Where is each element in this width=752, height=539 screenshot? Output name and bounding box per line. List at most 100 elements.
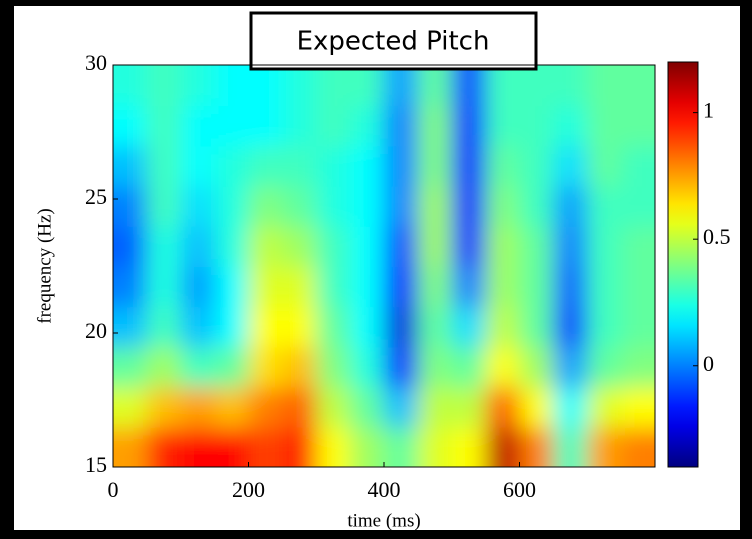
y-tick-label: 15	[85, 452, 107, 477]
heat-cell	[350, 266, 385, 308]
heat-cell	[113, 266, 148, 308]
heat-cell	[519, 225, 555, 267]
heat-cell	[146, 65, 182, 107]
heat-cell	[553, 145, 589, 187]
heat-cell	[485, 185, 521, 227]
heat-cell	[113, 426, 148, 467]
heat-cell	[451, 185, 487, 227]
heat-cell	[451, 65, 487, 107]
heat-cell	[384, 105, 419, 147]
heat-cell	[214, 266, 250, 308]
heat-cell	[214, 426, 250, 467]
heat-cell	[485, 105, 521, 147]
heat-cell	[587, 145, 623, 187]
heat-cell	[451, 225, 487, 267]
heat-cell	[519, 145, 555, 187]
heat-cell	[451, 386, 487, 428]
heat-cell	[417, 185, 453, 227]
heat-cell	[350, 426, 385, 467]
heat-cell	[553, 185, 589, 227]
heat-cell	[316, 346, 352, 388]
heat-cell	[180, 266, 216, 308]
heatmap	[113, 65, 655, 467]
heat-cell	[384, 346, 419, 388]
heat-cell	[587, 426, 623, 467]
y-tick-label: 30	[85, 50, 107, 75]
heat-cell	[553, 386, 589, 428]
heat-cell	[587, 65, 623, 107]
heat-cell	[587, 266, 623, 308]
heat-cell	[519, 426, 555, 467]
heat-cell	[248, 65, 284, 107]
heat-cell	[180, 346, 216, 388]
x-tick-label: 400	[368, 477, 401, 502]
x-tick-label: 0	[108, 477, 119, 502]
heat-cell	[587, 386, 623, 428]
heat-cell	[384, 145, 419, 187]
heat-cell	[282, 225, 318, 267]
heat-cell	[282, 306, 318, 348]
heat-cell	[485, 306, 521, 348]
heat-cell	[282, 185, 318, 227]
heat-cell	[384, 266, 419, 308]
heat-cell	[248, 306, 284, 348]
heat-cell	[248, 386, 284, 428]
heat-cell	[384, 426, 419, 467]
heat-cell	[519, 266, 555, 308]
heat-cell	[417, 346, 453, 388]
heat-cell	[384, 185, 419, 227]
heat-cell	[384, 65, 419, 107]
heat-cell	[587, 225, 623, 267]
heat-cell	[621, 145, 655, 187]
heat-cell	[316, 105, 352, 147]
heat-cell	[553, 65, 589, 107]
heat-cell	[485, 145, 521, 187]
plot-area	[113, 65, 655, 467]
heat-cell	[214, 306, 250, 348]
heat-cell	[282, 105, 318, 147]
heat-cell	[485, 266, 521, 308]
heat-cell	[350, 386, 385, 428]
heat-cell	[180, 225, 216, 267]
heat-cell	[180, 306, 216, 348]
heat-cell	[316, 306, 352, 348]
heat-cell	[214, 346, 250, 388]
colorbar	[667, 61, 699, 468]
heat-cell	[350, 306, 385, 348]
heat-cell	[519, 386, 555, 428]
heat-cell	[180, 386, 216, 428]
heat-cell	[248, 266, 284, 308]
chart-title: Expected Pitch	[297, 27, 490, 57]
heat-cell	[146, 426, 182, 467]
colorbar-tick-label: 1	[703, 98, 714, 123]
heat-cell	[248, 346, 284, 388]
heat-cell	[214, 145, 250, 187]
heat-cell	[316, 386, 352, 428]
heat-cell	[519, 185, 555, 227]
heat-cell	[282, 426, 318, 467]
heat-cell	[282, 145, 318, 187]
heat-cell	[248, 105, 284, 147]
heat-cell	[451, 306, 487, 348]
heat-cell	[180, 185, 216, 227]
heat-cell	[180, 426, 216, 467]
heat-cell	[248, 225, 284, 267]
heat-cell	[146, 145, 182, 187]
heat-cell	[417, 145, 453, 187]
heat-cell	[180, 65, 216, 107]
heat-cell	[485, 65, 521, 107]
heat-cell	[316, 65, 352, 107]
heat-cell	[485, 426, 521, 467]
heat-cell	[451, 266, 487, 308]
heat-cell	[113, 386, 148, 428]
heat-cell	[451, 426, 487, 467]
heat-cell	[350, 185, 385, 227]
heat-cell	[417, 225, 453, 267]
heat-cell	[214, 185, 250, 227]
heat-cell	[248, 185, 284, 227]
heat-cell	[384, 225, 419, 267]
colorbar-tick-label: 0.5	[703, 224, 731, 249]
heat-cell	[451, 346, 487, 388]
heat-cell	[417, 105, 453, 147]
